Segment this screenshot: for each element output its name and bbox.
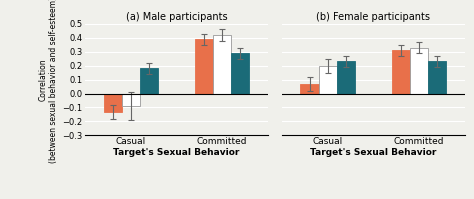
- Bar: [195, 39, 213, 94]
- Title: (b) Female participants: (b) Female participants: [316, 12, 430, 22]
- Title: (a) Male participants: (a) Male participants: [126, 12, 228, 22]
- Bar: [103, 94, 122, 112]
- Bar: [140, 68, 158, 94]
- Bar: [301, 84, 319, 94]
- Legend: Female, No Sex Info, Male: Female, No Sex Info, Male: [292, 109, 419, 134]
- Bar: [392, 50, 410, 94]
- Bar: [319, 66, 337, 94]
- X-axis label: Target's Sexual Behavior: Target's Sexual Behavior: [310, 148, 437, 157]
- Bar: [122, 94, 140, 106]
- Y-axis label: Correlation
(between sexual behavior and self-esteem): Correlation (between sexual behavior and…: [39, 0, 58, 163]
- Bar: [231, 53, 249, 94]
- Bar: [213, 35, 231, 94]
- X-axis label: Target's Sexual Behavior: Target's Sexual Behavior: [113, 148, 240, 157]
- Bar: [428, 61, 447, 94]
- Bar: [337, 61, 355, 94]
- Bar: [410, 48, 428, 94]
